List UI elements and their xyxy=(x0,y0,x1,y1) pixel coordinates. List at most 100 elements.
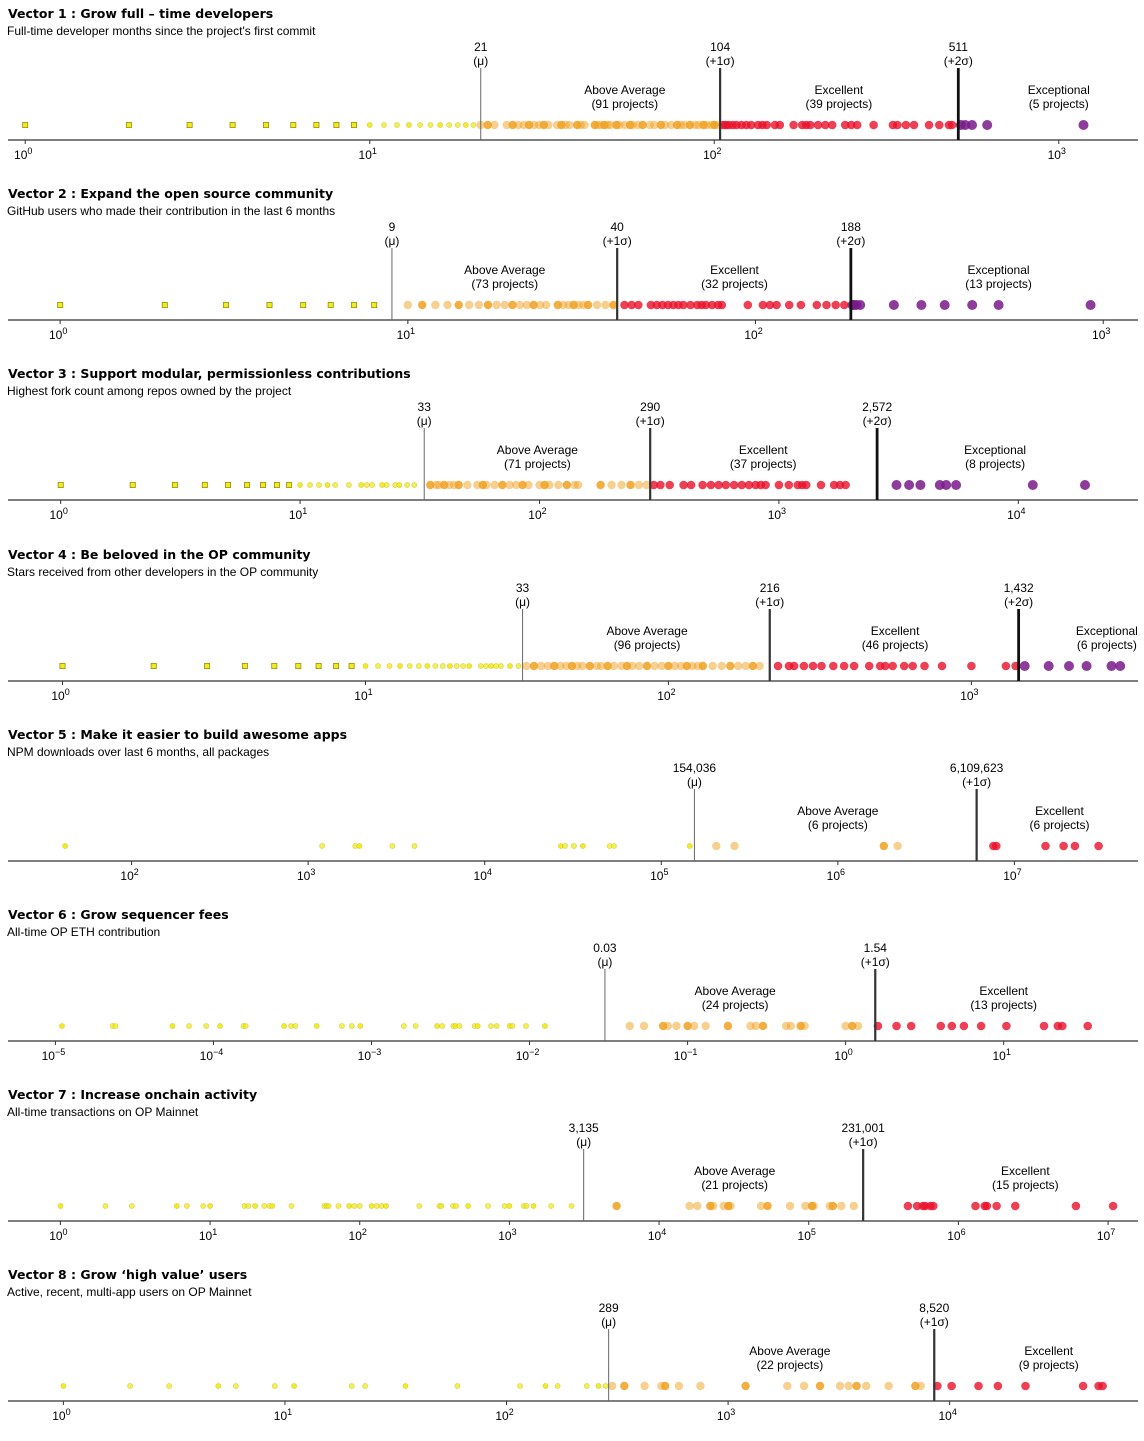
band-label: Exceptional xyxy=(1076,624,1138,638)
data-point xyxy=(698,661,708,671)
band-count: (21 projects) xyxy=(701,1178,768,1192)
data-point xyxy=(335,1203,342,1209)
data-point xyxy=(578,661,587,671)
data-point xyxy=(411,482,418,488)
data-point xyxy=(763,1201,772,1211)
strip-plot: 10−5 10−4 10−3 10−2 10−1 100 101 0.03(μ) 1.54(+1… xyxy=(8,941,1138,1063)
data-point xyxy=(544,120,553,130)
data-point xyxy=(729,480,739,490)
data-point xyxy=(638,120,647,130)
data-point xyxy=(627,300,636,310)
data-point xyxy=(324,482,331,488)
chart-title: Vector 4 : Be beloved in the OP communit… xyxy=(8,547,311,562)
x-tick-label: 101 xyxy=(199,1227,217,1243)
threshold-tag: (μ) xyxy=(687,775,702,789)
data-point xyxy=(625,1021,634,1031)
x-tick-label: 10−5 xyxy=(42,1047,66,1063)
data-point xyxy=(394,122,400,128)
band-label: Above Average xyxy=(749,1344,831,1358)
data-point xyxy=(602,1383,609,1389)
band-label: Above Average xyxy=(695,984,777,998)
data-point xyxy=(565,120,574,130)
data-point xyxy=(338,1023,345,1029)
x-tick-label: 104 xyxy=(474,867,492,883)
data-point xyxy=(509,1023,516,1029)
data-point xyxy=(505,480,514,490)
vector-chart-7: Vector 7 : Increase onchain activity All-… xyxy=(0,1081,1144,1261)
data-point xyxy=(723,1021,733,1031)
data-point xyxy=(634,480,643,490)
data-point xyxy=(518,480,527,490)
data-point xyxy=(203,1023,210,1029)
data-point xyxy=(319,843,325,849)
data-point xyxy=(529,661,539,671)
data-point xyxy=(515,663,522,669)
threshold-tag: (+1σ) xyxy=(861,955,890,969)
data-point xyxy=(482,480,491,490)
data-point xyxy=(799,661,809,671)
data-point xyxy=(982,120,993,130)
band-label: Above Average xyxy=(497,443,579,457)
data-point xyxy=(592,300,602,310)
data-point xyxy=(358,482,365,488)
x-tick-label: 106 xyxy=(947,1227,965,1243)
strip-plot: 100 101 102 103 9(μ) 40(+1σ) 188(+2σ) Above Ave… xyxy=(8,220,1138,342)
data-point xyxy=(568,1203,575,1209)
data-point xyxy=(530,1203,537,1209)
data-point xyxy=(947,1021,957,1031)
data-point xyxy=(351,122,357,128)
data-point xyxy=(649,480,658,490)
data-point xyxy=(112,1023,119,1029)
data-point xyxy=(1078,1381,1088,1391)
data-point xyxy=(686,480,696,490)
data-point xyxy=(796,300,806,310)
data-point xyxy=(585,661,594,671)
data-point xyxy=(841,1021,850,1031)
data-point xyxy=(1019,661,1030,671)
data-point xyxy=(920,661,929,671)
data-point xyxy=(583,1383,590,1389)
data-point xyxy=(263,122,269,128)
chart-title: Vector 2 : Expand the open source commun… xyxy=(8,186,334,201)
data-point xyxy=(686,300,695,310)
data-point xyxy=(784,480,794,490)
data-point xyxy=(550,661,559,671)
data-point xyxy=(806,120,815,130)
data-point xyxy=(406,122,412,128)
data-point xyxy=(348,663,355,669)
data-point xyxy=(431,300,440,310)
data-point xyxy=(853,1021,863,1031)
data-point xyxy=(663,1021,672,1031)
data-point xyxy=(383,1203,389,1209)
data-point xyxy=(813,120,823,130)
data-point xyxy=(556,661,565,671)
data-point xyxy=(664,661,673,671)
data-point xyxy=(542,1023,548,1029)
data-point xyxy=(483,300,493,310)
data-point xyxy=(609,661,618,671)
x-tick-label: 105 xyxy=(798,1227,816,1243)
data-point xyxy=(327,302,334,308)
data-point xyxy=(1002,1021,1011,1031)
data-point xyxy=(169,1023,176,1029)
threshold-value: 188 xyxy=(841,220,861,234)
threshold-value: 231,001 xyxy=(841,1121,885,1135)
band-label: Excellent xyxy=(710,263,759,277)
data-point xyxy=(295,663,302,669)
data-point xyxy=(60,1383,67,1389)
data-point xyxy=(261,1203,268,1209)
threshold-value: 216 xyxy=(760,581,780,595)
data-point xyxy=(446,663,453,669)
data-point xyxy=(128,1203,135,1209)
data-point xyxy=(626,480,635,490)
band-count: (5 projects) xyxy=(1029,97,1089,111)
vector-chart-6: Vector 6 : Grow sequencer fees All-time O… xyxy=(0,901,1144,1081)
x-tick-label: 102 xyxy=(528,506,546,522)
x-tick-label: 107 xyxy=(1003,867,1021,883)
threshold-value: 40 xyxy=(610,220,624,234)
data-point xyxy=(493,1023,500,1029)
data-point xyxy=(515,300,525,310)
band-label: Exceptional xyxy=(1028,83,1090,97)
band-label: Excellent xyxy=(871,624,920,638)
data-point xyxy=(129,482,136,488)
